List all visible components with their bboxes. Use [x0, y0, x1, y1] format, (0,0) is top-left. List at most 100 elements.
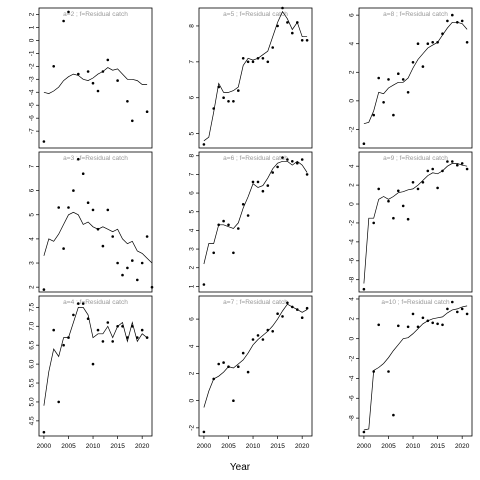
y-tick-label: -2 [189, 425, 196, 431]
observation-point [57, 400, 60, 404]
observation-point [416, 325, 420, 329]
observation-point [397, 324, 400, 328]
observation-point [300, 316, 304, 320]
observation-point [286, 21, 289, 24]
y-tick-label: 7.5 [29, 302, 36, 311]
observation-point [411, 61, 415, 64]
observation-point [72, 313, 75, 317]
observation-point [421, 65, 425, 68]
x-tick-label: 2020 [455, 443, 470, 450]
observation-point [456, 163, 459, 167]
y-tick-label: 2 [349, 183, 356, 187]
observation-point [397, 189, 400, 193]
observation-point [291, 305, 294, 309]
observation-point [126, 100, 129, 103]
observation-point [42, 430, 46, 434]
observation-point [431, 321, 435, 325]
y-tick-label: 0 [349, 337, 356, 341]
observation-point [222, 219, 225, 223]
observation-point [300, 39, 304, 42]
fitted-line [363, 21, 468, 125]
observation-point [96, 227, 100, 231]
observation-point [86, 201, 90, 204]
y-tick-label: 6.0 [29, 359, 36, 368]
y-tick-label: 0 [29, 38, 36, 42]
observation-point [256, 180, 260, 184]
y-tick-label: 7 [189, 172, 196, 176]
y-tick-label: 4 [29, 237, 36, 241]
observation-point [256, 57, 260, 60]
y-tick-label: -2 [29, 63, 36, 69]
y-tick-label: -7 [29, 128, 36, 134]
observation-point [416, 187, 420, 191]
y-tick-label: 4 [349, 42, 356, 46]
observation-point [271, 330, 275, 333]
y-tick-label: 5.5 [29, 378, 36, 387]
observation-point [372, 221, 376, 225]
observation-point [377, 323, 381, 327]
observation-point [436, 41, 439, 44]
y-tick-label: 2 [349, 317, 356, 321]
observation-point [86, 70, 90, 73]
observation-point [111, 340, 114, 343]
observation-point [305, 306, 309, 310]
observation-point [276, 165, 279, 169]
observation-point [377, 76, 381, 80]
observation-point [246, 214, 250, 217]
observation-point [291, 31, 294, 35]
y-tick-label: 4 [189, 228, 196, 232]
fitted-line [43, 67, 148, 94]
observation-point [406, 217, 410, 221]
observation-point [62, 19, 65, 23]
observation-point [397, 72, 400, 75]
observation-point [227, 100, 230, 103]
observation-point [401, 204, 405, 208]
observation-point [382, 101, 385, 104]
observation-point [387, 370, 390, 373]
fitted-line [363, 163, 468, 284]
observation-point [145, 336, 149, 339]
observation-point [431, 167, 435, 171]
observation-point [126, 266, 129, 270]
panel-frame [38, 295, 153, 437]
observation-point [421, 181, 425, 184]
fitted-line [43, 307, 148, 406]
observation-point [101, 70, 105, 73]
observation-point [101, 244, 105, 248]
observation-point [266, 184, 270, 187]
x-tick-label: 2020 [295, 443, 310, 450]
y-tick-label: 4 [189, 344, 196, 348]
y-tick-label: 6 [349, 13, 356, 17]
y-tick-label: -5 [29, 102, 36, 108]
panel-title: a=10 ; f=Residual catch [381, 299, 450, 306]
observation-point [460, 162, 464, 165]
observation-point [456, 310, 459, 314]
observation-point [286, 158, 289, 161]
observation-point [101, 340, 105, 343]
observation-point [426, 319, 430, 323]
panel-frame [198, 295, 313, 437]
observation-point [241, 203, 245, 206]
panel-frame [358, 295, 473, 437]
y-tick-label: -6 [29, 115, 36, 121]
x-tick-label: 2005 [381, 443, 396, 450]
observation-point [426, 42, 430, 45]
observation-point [451, 13, 454, 17]
observation-point [436, 186, 439, 190]
observation-point [456, 21, 459, 24]
y-tick-label: 2 [29, 12, 36, 16]
observation-point [91, 362, 95, 366]
observation-point [276, 24, 279, 28]
observation-point [52, 65, 55, 68]
panel-7: a=4 ; f=Residual catch 4.5 5.0 5.5 6.0 6.5 7.0… [29, 295, 153, 450]
observation-point [212, 377, 215, 381]
observation-point [296, 161, 299, 165]
x-tick-label: 2005 [221, 443, 236, 450]
observation-point [150, 285, 154, 289]
panel-frame [358, 7, 473, 149]
y-tick-label: 3 [29, 261, 36, 265]
observation-point [291, 160, 294, 163]
y-tick-label: 7 [29, 164, 36, 168]
